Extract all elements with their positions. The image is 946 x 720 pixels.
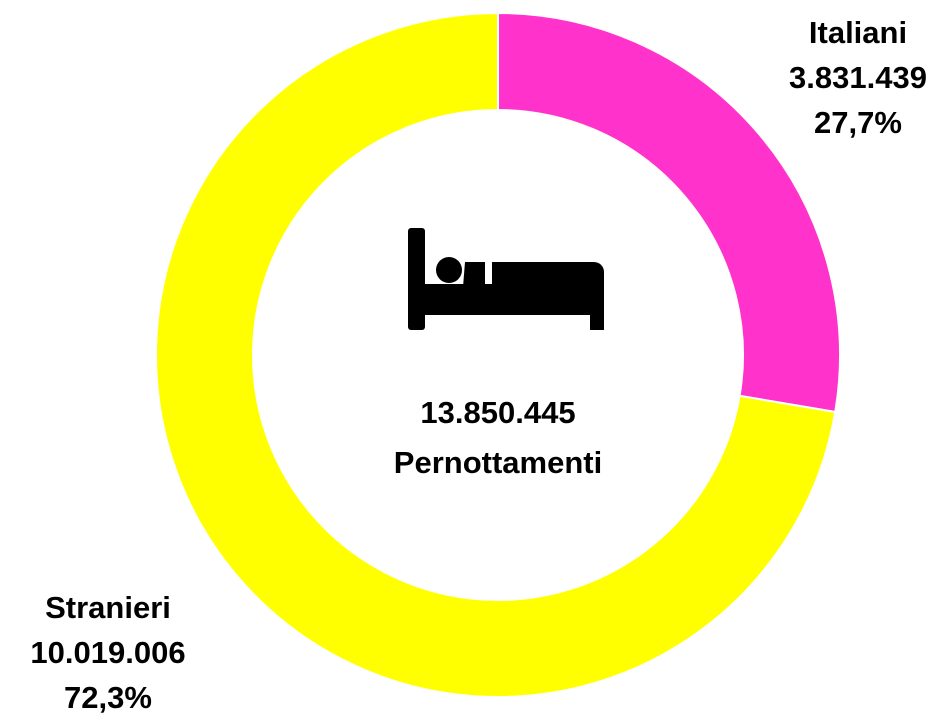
center-label: Pernottamenti — [394, 445, 602, 480]
percent-label: 27,7% — [814, 105, 902, 140]
bed-icon — [408, 228, 604, 330]
slice — [497, 11, 841, 414]
value-label: 3.831.439 — [789, 60, 927, 95]
slice-label: Italiani — [809, 15, 907, 50]
percent-label: 72,3% — [64, 680, 152, 715]
slice — [155, 11, 837, 698]
slice-label: Stranieri — [45, 590, 171, 625]
center-total: 13.850.445 — [420, 395, 575, 430]
donut — [155, 11, 841, 698]
value-label: 10.019.006 — [30, 635, 185, 670]
